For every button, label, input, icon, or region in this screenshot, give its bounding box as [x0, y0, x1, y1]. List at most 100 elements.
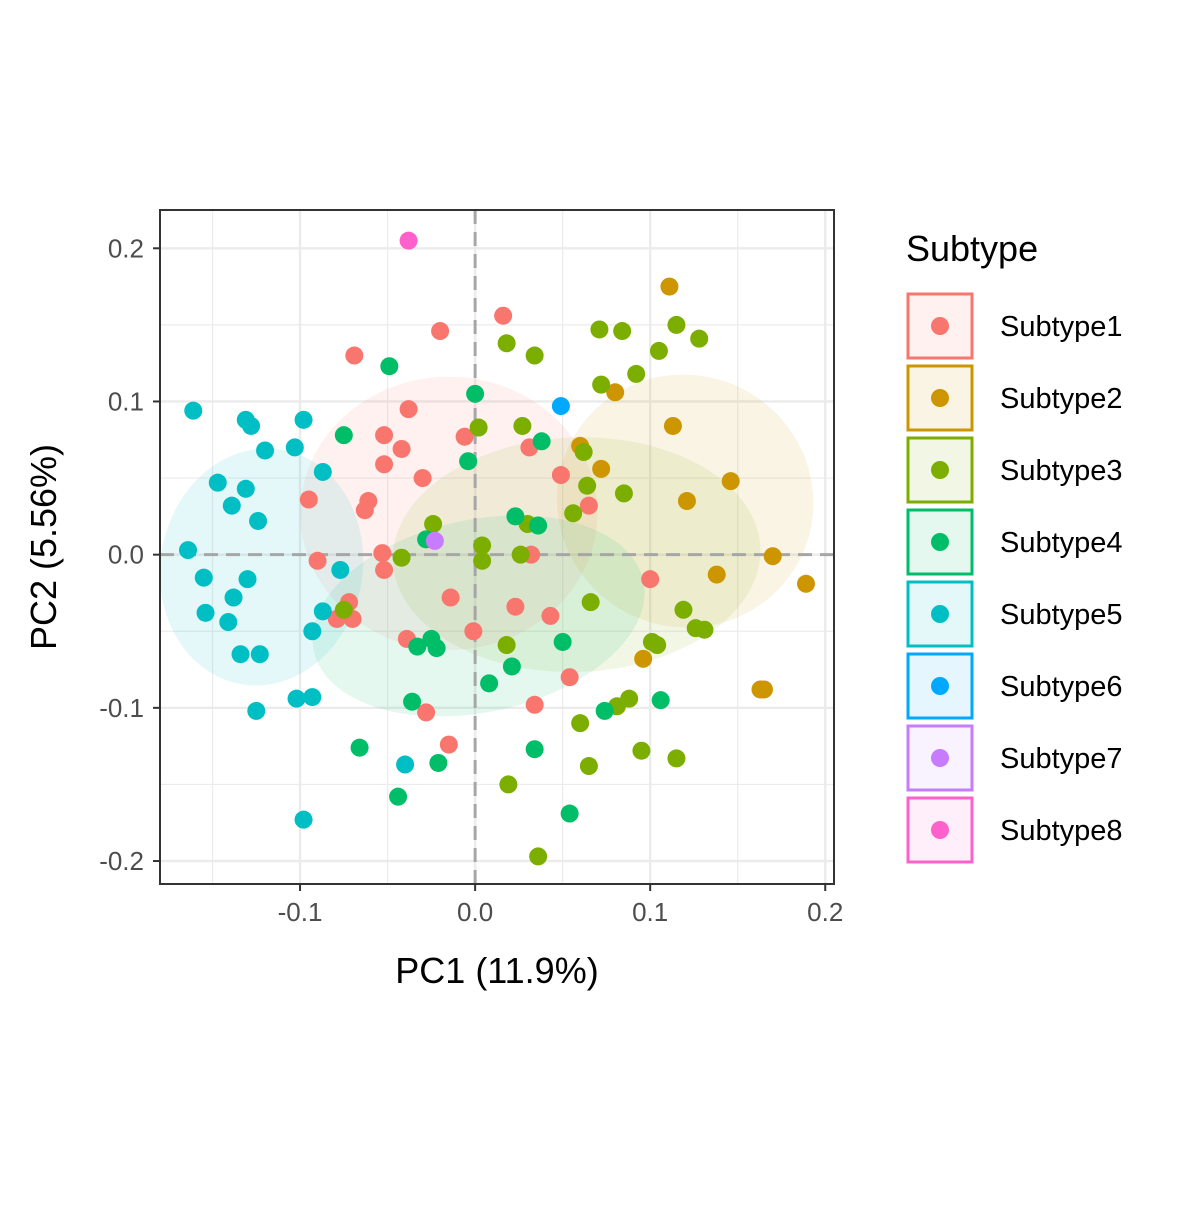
point-subtype4 [380, 357, 399, 376]
point-subtype8 [399, 231, 418, 250]
point-subtype1 [355, 501, 374, 520]
point-subtype1 [308, 551, 327, 570]
point-subtype5 [231, 645, 250, 664]
point-subtype3 [614, 484, 633, 503]
point-subtype2 [677, 492, 696, 511]
point-subtype5 [303, 688, 322, 707]
point-subtype3 [632, 741, 651, 760]
point-subtype4 [506, 507, 525, 526]
point-subtype3 [529, 847, 548, 866]
point-subtype4 [403, 692, 422, 711]
point-subtype1 [375, 560, 394, 579]
legend-swatch-subtype7 [931, 749, 949, 767]
point-subtype3 [667, 749, 686, 768]
point-subtype4 [525, 740, 544, 759]
point-subtype4 [502, 657, 521, 676]
point-subtype5 [236, 479, 255, 498]
point-subtype3 [648, 636, 667, 655]
legend-key-subtype2 [906, 364, 974, 432]
points-layer [179, 231, 815, 866]
point-subtype5 [250, 645, 269, 664]
point-subtype1 [464, 622, 483, 641]
ellipse-subtype4 [312, 515, 645, 717]
point-subtype3 [499, 775, 518, 794]
point-subtype3 [574, 443, 593, 462]
legend-swatch-subtype1 [931, 317, 949, 335]
x-tick-label: -0.1 [278, 897, 323, 927]
point-subtype3 [571, 714, 590, 733]
point-subtype5 [249, 511, 268, 530]
x-tick-label: 0.0 [457, 897, 493, 927]
point-subtype1 [560, 668, 579, 687]
point-subtype5 [247, 701, 266, 720]
point-subtype3 [579, 757, 598, 776]
point-subtype2 [721, 472, 740, 491]
point-subtype1 [441, 588, 460, 607]
y-tick-label: 0.2 [108, 233, 144, 263]
point-subtype4 [427, 639, 446, 658]
ellipse-layer [159, 374, 814, 717]
point-subtype4 [480, 674, 499, 693]
point-subtype3 [667, 315, 686, 334]
point-subtype3 [513, 416, 532, 435]
legend-key-subtype6 [906, 652, 974, 720]
point-subtype1 [551, 466, 570, 485]
point-subtype1 [494, 306, 513, 325]
y-axis-title: PC2 (5.56%) [23, 444, 64, 650]
point-subtype1 [641, 570, 660, 589]
legend-swatch-subtype3 [931, 461, 949, 479]
point-subtype3 [469, 418, 488, 437]
point-subtype1 [375, 426, 394, 445]
point-subtype5 [219, 613, 238, 632]
point-subtype5 [222, 496, 241, 515]
point-subtype1 [541, 606, 560, 625]
point-subtype5 [287, 689, 306, 708]
point-subtype3 [674, 600, 693, 619]
point-subtype1 [431, 322, 450, 341]
point-subtype5 [194, 568, 213, 587]
axes-layer: -0.1 0.0 0.1 0.2 -0.2 -0.1 0.0 0.1 0.2 [99, 233, 843, 927]
legend-label-subtype7: Subtype7 [1000, 743, 1123, 775]
legend-label-subtype8: Subtype8 [1000, 815, 1123, 847]
legend-key-subtype8 [906, 796, 974, 864]
point-subtype4 [529, 516, 548, 535]
legend: Subtype Subtype1 Subtype2 Subtype3 Subtype4… [906, 228, 1123, 864]
point-subtype4 [459, 452, 478, 471]
legend-swatch-subtype2 [931, 389, 949, 407]
point-subtype1 [373, 544, 392, 563]
x-tick-label: 0.2 [807, 897, 843, 927]
point-subtype5 [179, 541, 198, 560]
point-subtype5 [294, 410, 313, 429]
point-subtype5 [313, 602, 332, 621]
point-subtype5 [396, 755, 415, 774]
point-subtype1 [525, 695, 544, 714]
point-subtype3 [627, 364, 646, 383]
point-subtype2 [707, 565, 726, 584]
point-subtype4 [532, 432, 551, 451]
point-subtype1 [417, 703, 436, 722]
plot-panel-border [159, 209, 835, 885]
point-subtype4 [560, 804, 579, 823]
point-subtype1 [506, 597, 525, 616]
legend-label-subtype1: Subtype1 [1000, 311, 1123, 343]
point-subtype3 [613, 322, 632, 341]
point-subtype5 [256, 441, 275, 460]
point-subtype1 [392, 439, 411, 458]
point-subtype1 [455, 427, 474, 446]
point-subtype4 [350, 738, 369, 757]
point-subtype5 [238, 570, 257, 589]
point-subtype4 [466, 384, 485, 403]
point-subtype5 [303, 622, 322, 641]
point-subtype2 [634, 649, 653, 668]
point-subtype1 [399, 400, 418, 419]
point-subtype4 [408, 637, 427, 656]
y-tick-label: -0.2 [99, 846, 144, 876]
point-subtype3 [581, 593, 600, 612]
point-subtype4 [429, 753, 448, 772]
legend-label-subtype5: Subtype5 [1000, 599, 1123, 631]
point-subtype2 [796, 574, 815, 593]
point-subtype4 [553, 632, 572, 651]
ellipse-subtype3 [392, 437, 761, 673]
legend-label-subtype2: Subtype2 [1000, 383, 1123, 415]
